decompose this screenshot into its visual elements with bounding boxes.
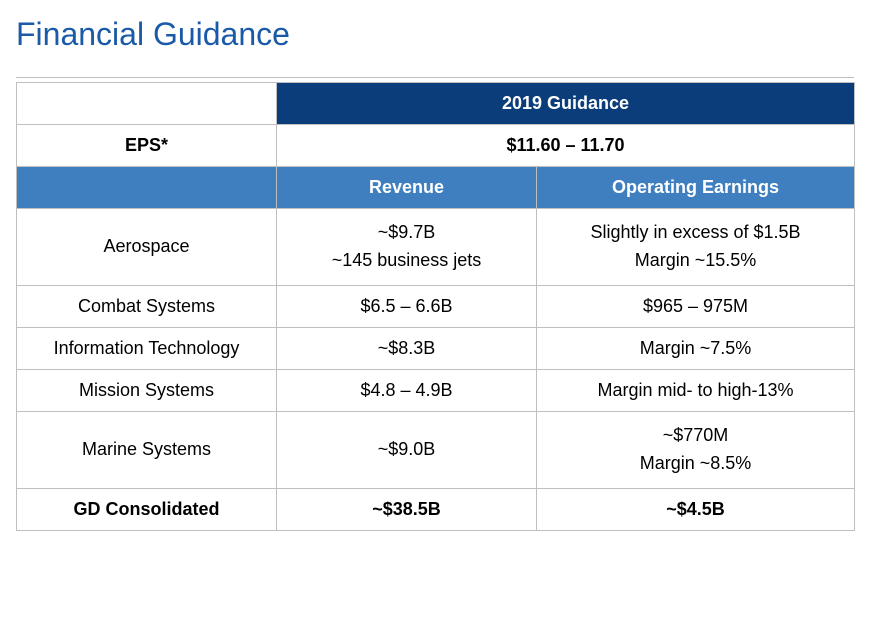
table-row: Mission Systems $4.8 – 4.9B Margin mid- … [17, 369, 855, 411]
table-row: Information Technology ~$8.3B Margin ~7.… [17, 327, 855, 369]
segment-name: Mission Systems [17, 369, 277, 411]
table-row: Marine Systems ~$9.0B ~$770M Margin ~8.5… [17, 411, 855, 488]
segment-name: Information Technology [17, 327, 277, 369]
segment-name: Marine Systems [17, 411, 277, 488]
subheader-row: Revenue Operating Earnings [17, 167, 855, 209]
consolidated-label: GD Consolidated [17, 488, 277, 530]
subheader-blank [17, 167, 277, 209]
segment-name: Combat Systems [17, 285, 277, 327]
eps-value: $11.60 – 11.70 [277, 125, 855, 167]
segment-revenue: ~$9.7B ~145 business jets [277, 209, 537, 286]
segment-name: Aerospace [17, 209, 277, 286]
segment-oe: Margin mid- to high-13% [537, 369, 855, 411]
consolidated-oe: ~$4.5B [537, 488, 855, 530]
segment-revenue: ~$8.3B [277, 327, 537, 369]
divider [16, 77, 854, 78]
subheader-oe: Operating Earnings [537, 167, 855, 209]
rev-line1: ~$9.7B [378, 222, 436, 242]
segment-oe: Margin ~7.5% [537, 327, 855, 369]
segment-revenue: $6.5 – 6.6B [277, 285, 537, 327]
header-blank-cell [17, 83, 277, 125]
oe-line2: Margin ~15.5% [635, 250, 757, 270]
segment-revenue: $4.8 – 4.9B [277, 369, 537, 411]
consolidated-row: GD Consolidated ~$38.5B ~$4.5B [17, 488, 855, 530]
oe-line2: Margin ~8.5% [640, 453, 752, 473]
subheader-revenue: Revenue [277, 167, 537, 209]
header-period-row: 2019 Guidance [17, 83, 855, 125]
oe-line1: Slightly in excess of $1.5B [590, 222, 800, 242]
segment-oe: ~$770M Margin ~8.5% [537, 411, 855, 488]
rev-line2: ~145 business jets [332, 250, 482, 270]
page-title: Financial Guidance [16, 16, 854, 53]
guidance-table: 2019 Guidance EPS* $11.60 – 11.70 Revenu… [16, 82, 855, 531]
eps-row: EPS* $11.60 – 11.70 [17, 125, 855, 167]
eps-label: EPS* [17, 125, 277, 167]
segment-revenue: ~$9.0B [277, 411, 537, 488]
header-period: 2019 Guidance [277, 83, 855, 125]
segment-oe: Slightly in excess of $1.5B Margin ~15.5… [537, 209, 855, 286]
segment-oe: $965 – 975M [537, 285, 855, 327]
consolidated-revenue: ~$38.5B [277, 488, 537, 530]
table-row: Combat Systems $6.5 – 6.6B $965 – 975M [17, 285, 855, 327]
oe-line1: ~$770M [663, 425, 729, 445]
table-row: Aerospace ~$9.7B ~145 business jets Slig… [17, 209, 855, 286]
